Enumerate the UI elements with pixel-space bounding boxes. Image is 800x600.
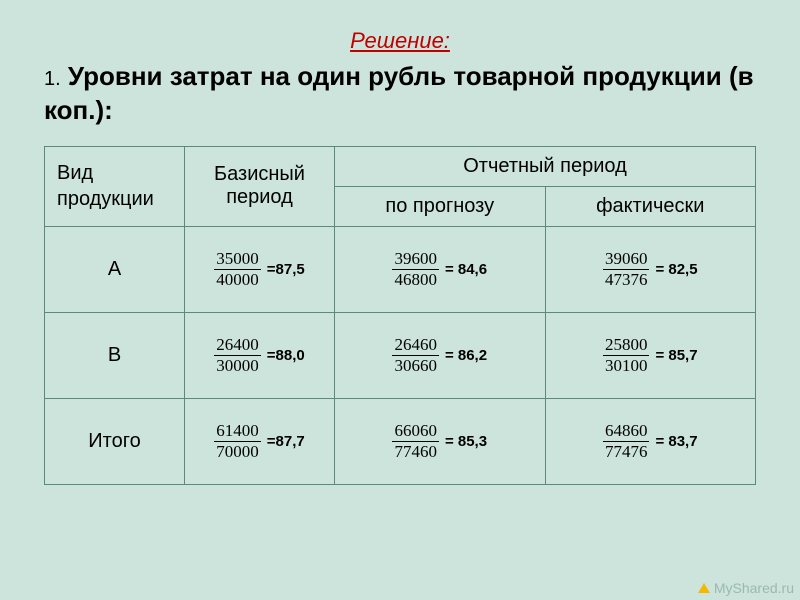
cell-base: 6140070000 =87,7 xyxy=(185,398,335,484)
solution-label: Решение: xyxy=(44,28,756,54)
table-row: В 2640030000 =88,0 2646030660 = 86,2 258… xyxy=(45,312,756,398)
play-icon xyxy=(698,583,710,593)
header-product: Вид продукции xyxy=(45,146,185,226)
cell-actual: 3906047376 = 82,5 xyxy=(545,226,756,312)
title-number: 1. xyxy=(44,68,61,90)
watermark-text: MyShared.ru xyxy=(714,580,794,596)
row-label: А xyxy=(45,226,185,312)
cost-table: Вид продукции Базисный период Отчетный п… xyxy=(44,146,756,485)
header-base: Базисный период xyxy=(185,146,335,226)
table-row: Итого 6140070000 =87,7 6606077460 = 85,3… xyxy=(45,398,756,484)
title-text: Уровни затрат на один рубль товарной про… xyxy=(44,61,754,125)
slide-title: 1. Уровни затрат на один рубль товарной … xyxy=(44,60,756,128)
header-forecast: по прогнозу xyxy=(335,186,546,226)
table-row: А 3500040000 =87,5 3960046800 = 84,6 390… xyxy=(45,226,756,312)
cell-forecast: 3960046800 = 84,6 xyxy=(335,226,546,312)
cell-base: 3500040000 =87,5 xyxy=(185,226,335,312)
cell-actual: 6486077476 = 83,7 xyxy=(545,398,756,484)
watermark: MyShared.ru xyxy=(698,580,794,596)
cell-base: 2640030000 =88,0 xyxy=(185,312,335,398)
header-actual: фактически xyxy=(545,186,756,226)
header-report: Отчетный период xyxy=(335,146,756,186)
row-label: В xyxy=(45,312,185,398)
cell-actual: 2580030100 = 85,7 xyxy=(545,312,756,398)
cell-forecast: 6606077460 = 85,3 xyxy=(335,398,546,484)
cell-forecast: 2646030660 = 86,2 xyxy=(335,312,546,398)
row-label: Итого xyxy=(45,398,185,484)
slide: Решение: 1. Уровни затрат на один рубль … xyxy=(0,0,800,485)
